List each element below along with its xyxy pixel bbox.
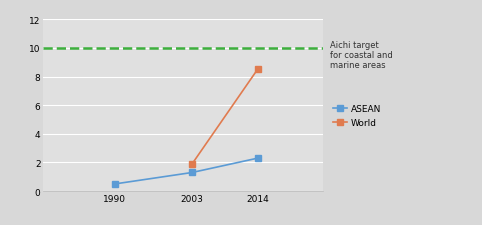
Text: Aichi target
for coastal and
marine areas: Aichi target for coastal and marine area… [330,40,393,70]
Legend: ASEAN, World: ASEAN, World [330,101,385,131]
